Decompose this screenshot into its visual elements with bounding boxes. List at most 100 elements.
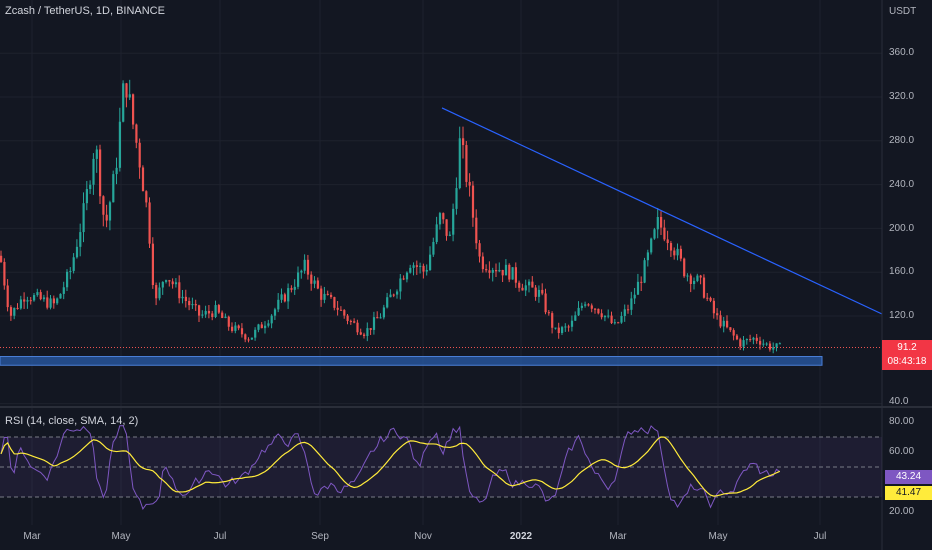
candle-body xyxy=(273,309,277,316)
candle-body xyxy=(745,339,748,341)
candle-body xyxy=(369,328,372,330)
candle-body xyxy=(729,327,732,331)
candle-body xyxy=(326,293,329,295)
candle-body xyxy=(438,213,442,225)
candle-body xyxy=(382,307,385,318)
candle-body xyxy=(577,307,580,316)
candle-body xyxy=(270,315,273,324)
candle-body xyxy=(554,327,557,329)
candle-body xyxy=(594,308,597,310)
candle-body xyxy=(349,320,352,322)
candle-body xyxy=(138,142,141,168)
price-tick: 320.0 xyxy=(889,91,915,102)
candle-body xyxy=(561,327,564,334)
candle-body xyxy=(445,219,448,236)
candle-body xyxy=(650,238,653,253)
candle-body xyxy=(514,267,517,283)
candle-body xyxy=(402,278,405,280)
candle-body xyxy=(188,301,191,306)
candle-body xyxy=(128,94,131,98)
candle-body xyxy=(224,316,227,318)
rsi-tick: 20.00 xyxy=(889,506,915,517)
candle-body xyxy=(257,324,260,330)
candle-body xyxy=(250,337,253,340)
candle-body xyxy=(735,335,739,340)
candle-body xyxy=(141,167,145,192)
candle-body xyxy=(204,310,207,315)
chart-title: Zcash / TetherUS, 1D, BINANCE xyxy=(5,5,165,17)
candle-body xyxy=(108,202,112,221)
candle-body xyxy=(580,305,583,308)
candle-body xyxy=(425,269,428,272)
candle-body xyxy=(56,298,59,304)
candle-body xyxy=(316,280,319,289)
candle-body xyxy=(491,270,494,273)
candle-body xyxy=(726,320,729,328)
candle-body xyxy=(217,305,220,313)
candle-body xyxy=(184,296,187,302)
candle-body xyxy=(79,232,82,247)
time-tick: Mar xyxy=(609,531,627,542)
candle-body xyxy=(409,267,412,273)
candle-body xyxy=(759,340,762,345)
candle-body xyxy=(699,275,702,278)
candle-body xyxy=(613,322,616,324)
candle-body xyxy=(198,305,201,316)
candle-body xyxy=(584,304,587,306)
candle-body xyxy=(260,324,263,329)
candle-body xyxy=(174,282,178,285)
candle-body xyxy=(541,289,544,294)
candle-body xyxy=(36,292,39,296)
candle-body xyxy=(640,281,643,283)
candle-body xyxy=(653,229,656,239)
candle-body xyxy=(415,265,418,267)
candle-body xyxy=(151,243,154,286)
candle-body xyxy=(669,243,673,251)
rsi-sma-tag: 41.47 xyxy=(885,486,932,500)
time-tick: Jul xyxy=(213,531,227,542)
candle-body xyxy=(702,277,706,298)
candle-body xyxy=(122,83,125,122)
candle-body xyxy=(237,325,240,329)
candle-body xyxy=(115,167,118,175)
candle-body xyxy=(392,294,395,296)
candle-body xyxy=(719,315,722,327)
price-tick: 120.0 xyxy=(889,310,915,321)
candle-body xyxy=(118,121,121,168)
price-tick: 40.0 xyxy=(889,396,909,407)
candle-body xyxy=(244,334,247,340)
candle-body xyxy=(0,255,3,262)
rsi-value-tag: 43.24 xyxy=(885,470,932,484)
candle-body xyxy=(29,300,32,302)
candle-body xyxy=(310,274,313,284)
candle-body xyxy=(716,313,719,316)
candle-body xyxy=(135,124,138,143)
candle-body xyxy=(676,248,679,256)
candle-body xyxy=(696,275,699,281)
trendline[interactable] xyxy=(441,107,883,315)
candle-body xyxy=(99,149,102,197)
candle-body xyxy=(475,217,478,244)
time-tick-year: 2022 xyxy=(509,531,533,542)
candle-body xyxy=(412,265,415,268)
candle-body xyxy=(435,224,438,242)
candle-body xyxy=(448,234,451,236)
candle-body xyxy=(343,310,346,316)
candle-body xyxy=(363,334,366,336)
candle-body xyxy=(501,269,504,276)
candle-body xyxy=(432,241,435,255)
candle-body xyxy=(772,347,775,350)
candle-body xyxy=(495,270,498,272)
candle-body xyxy=(396,291,399,295)
candle-body xyxy=(679,248,682,259)
candle-body xyxy=(465,145,468,182)
candle-body xyxy=(471,185,475,218)
rsi-line xyxy=(0,425,781,510)
candle-body xyxy=(181,296,184,299)
candle-body xyxy=(145,191,148,203)
candle-body xyxy=(66,271,69,288)
candle-body xyxy=(359,332,362,335)
candle-body xyxy=(72,257,75,271)
candle-body xyxy=(82,203,85,233)
